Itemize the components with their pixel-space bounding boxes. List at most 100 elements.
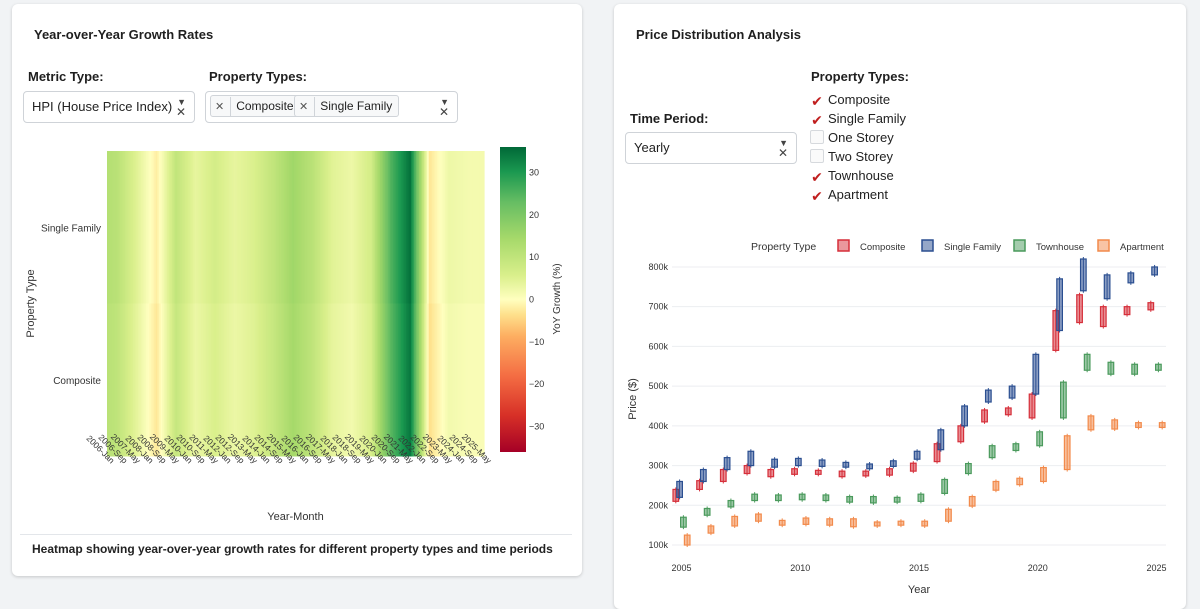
price-box[interactable] (767, 468, 775, 478)
price-box[interactable] (1040, 466, 1047, 483)
price-box[interactable] (862, 470, 870, 477)
remove-tag-icon[interactable]: ✕ (215, 97, 232, 117)
price-box[interactable] (1036, 431, 1044, 447)
legend-swatch[interactable] (837, 239, 850, 252)
legend-label[interactable]: Composite (860, 242, 905, 253)
price-box[interactable] (731, 515, 739, 527)
checkbox-box[interactable] (810, 149, 824, 163)
check-icon[interactable]: ✔ (811, 188, 823, 204)
legend-swatch[interactable] (1013, 239, 1026, 252)
price-box[interactable] (794, 457, 802, 467)
price-box[interactable] (886, 468, 893, 476)
price-box[interactable] (699, 468, 707, 483)
price-box[interactable] (723, 457, 731, 471)
caret-down-icon[interactable]: ▼ (177, 97, 186, 107)
price-box[interactable] (917, 493, 925, 502)
clear-x-icon[interactable]: ✕ (438, 105, 449, 119)
checkbox-box[interactable] (810, 130, 824, 144)
legend-swatch[interactable] (1097, 239, 1110, 252)
legend-label[interactable]: Townhouse (1036, 242, 1084, 253)
legend-label[interactable]: Single Family (944, 242, 1001, 253)
price-box[interactable] (838, 470, 846, 478)
price-box[interactable] (771, 458, 779, 468)
price-box[interactable] (1158, 422, 1166, 429)
price-box[interactable] (913, 450, 921, 460)
price-box[interactable] (703, 507, 711, 516)
price-box[interactable] (822, 494, 830, 502)
price-box[interactable] (1079, 258, 1087, 292)
price-box[interactable] (676, 480, 683, 498)
price-box[interactable] (965, 462, 972, 475)
legend-swatch[interactable] (921, 239, 934, 252)
price-box[interactable] (1016, 477, 1024, 486)
price-box[interactable] (802, 517, 810, 525)
price-box[interactable] (1063, 435, 1071, 471)
metric-type-select[interactable]: HPI (House Price Index) ▼ ✕ (23, 91, 195, 123)
price-box[interactable] (1099, 306, 1107, 328)
price-box[interactable] (751, 493, 759, 502)
price-box[interactable] (1087, 415, 1095, 431)
price-box[interactable] (743, 464, 751, 475)
price-box[interactable] (866, 463, 874, 470)
check-icon[interactable]: ✔ (811, 93, 823, 109)
price-box[interactable] (957, 425, 965, 443)
caret-down-icon[interactable]: ▼ (779, 138, 788, 148)
caret-down-icon[interactable]: ▼ (440, 97, 449, 107)
price-box[interactable] (696, 480, 703, 491)
price-box[interactable] (798, 493, 806, 501)
price-box[interactable] (1076, 294, 1083, 324)
property-types-multiselect[interactable]: ✕ Composite ✕ Single Family ▼ ✕ (205, 91, 458, 123)
price-box[interactable] (850, 518, 857, 528)
price-box[interactable] (1154, 363, 1162, 371)
price-box[interactable] (1131, 363, 1139, 375)
price-box[interactable] (747, 450, 755, 467)
price-box[interactable] (937, 429, 945, 451)
price-box[interactable] (1147, 302, 1155, 311)
price-box[interactable] (984, 389, 992, 403)
price-box[interactable] (1103, 274, 1111, 300)
price-box[interactable] (814, 469, 822, 475)
price-box[interactable] (826, 518, 834, 526)
price-box[interactable] (683, 534, 691, 546)
price-box[interactable] (1004, 407, 1012, 416)
price-box[interactable] (961, 405, 968, 427)
tag-composite[interactable]: ✕ Composite (210, 95, 301, 117)
price-box[interactable] (1127, 272, 1135, 284)
price-box[interactable] (755, 513, 762, 522)
check-icon[interactable]: ✔ (811, 169, 823, 185)
price-box[interactable] (1083, 353, 1091, 371)
checkbox-one-storey[interactable]: One Storey (810, 130, 894, 145)
price-box[interactable] (992, 480, 1000, 491)
price-box[interactable] (1032, 353, 1040, 395)
price-box[interactable] (1060, 381, 1067, 419)
price-box[interactable] (933, 443, 941, 463)
checkbox-single-family[interactable]: ✔ Single Family (810, 111, 906, 127)
price-box[interactable] (945, 508, 952, 522)
price-box[interactable] (727, 499, 735, 508)
price-box[interactable] (842, 461, 850, 468)
checkbox-townhouse[interactable]: ✔ Townhouse (810, 168, 894, 184)
price-box[interactable] (846, 495, 854, 503)
price-box[interactable] (889, 460, 897, 467)
price-box[interactable] (1028, 393, 1036, 419)
price-box[interactable] (818, 459, 826, 467)
time-period-select[interactable]: Yearly ▼ ✕ (625, 132, 797, 164)
remove-tag-icon[interactable]: ✕ (299, 97, 316, 117)
price-box[interactable] (1107, 361, 1115, 375)
price-box[interactable] (870, 495, 877, 504)
price-box[interactable] (897, 520, 905, 526)
clear-x-icon[interactable]: ✕ (777, 146, 788, 160)
price-box[interactable] (1123, 306, 1131, 316)
checkbox-composite[interactable]: ✔ Composite (810, 92, 890, 108)
price-box[interactable] (1151, 266, 1158, 276)
price-box[interactable] (941, 478, 949, 494)
checkbox-apartment[interactable]: ✔ Apartment (810, 187, 888, 203)
price-box[interactable] (909, 462, 917, 472)
tag-single-family[interactable]: ✕ Single Family (294, 95, 400, 117)
price-box[interactable] (988, 445, 996, 459)
checkbox-two-storey[interactable]: Two Storey (810, 149, 893, 164)
price-box[interactable] (775, 494, 782, 502)
price-box[interactable] (1111, 419, 1119, 430)
price-box[interactable] (707, 525, 715, 534)
legend-label[interactable]: Apartment (1120, 242, 1164, 253)
